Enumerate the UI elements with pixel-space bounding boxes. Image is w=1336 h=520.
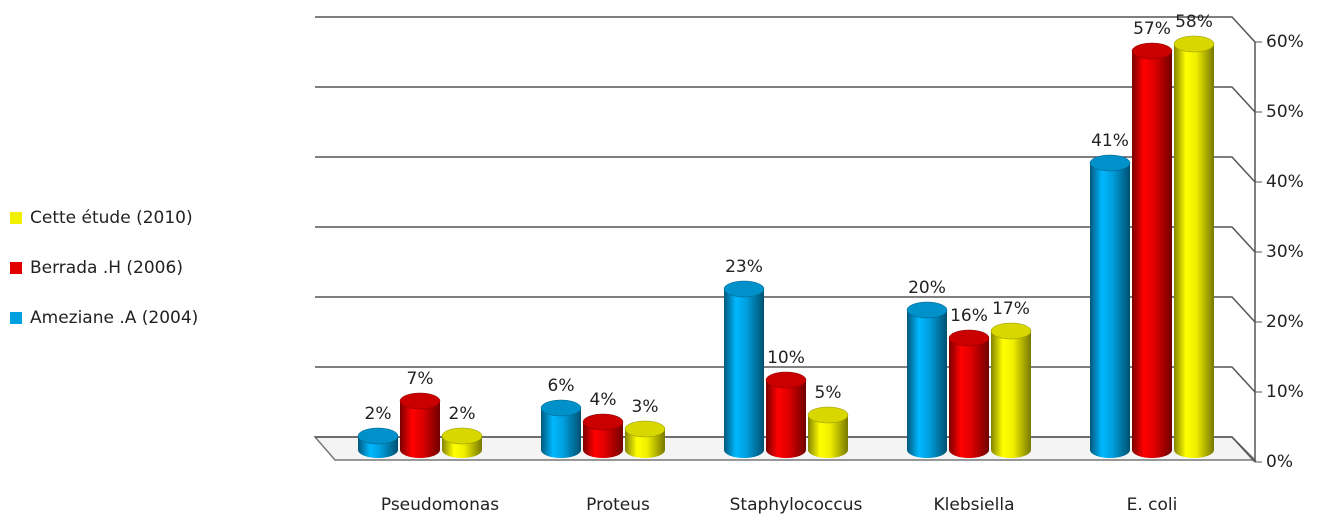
x-tick-label: Proteus	[586, 495, 650, 515]
bar	[1132, 51, 1172, 458]
bar-top	[1173, 35, 1215, 53]
y-tick-label: 40%	[1266, 172, 1304, 192]
bar	[400, 401, 440, 458]
bar	[907, 310, 947, 458]
legend-swatch	[10, 262, 22, 274]
bar-top	[441, 427, 483, 445]
data-label: 57%	[1133, 19, 1171, 39]
bar-top	[990, 322, 1032, 340]
data-label: 23%	[725, 257, 763, 277]
bar	[625, 429, 665, 458]
y-tick-label: 50%	[1266, 102, 1304, 122]
y-tick-label: 20%	[1266, 312, 1304, 332]
bar-top	[948, 329, 990, 347]
bar-top	[624, 420, 666, 438]
grid-line	[315, 156, 1256, 183]
bar-top	[723, 280, 765, 298]
data-label: 10%	[767, 348, 805, 368]
bar	[583, 422, 623, 458]
data-label: 17%	[992, 299, 1030, 319]
bar-top	[582, 413, 624, 431]
legend-swatch	[10, 312, 22, 324]
bar	[949, 338, 989, 458]
x-tick-label: Staphylococcus	[730, 495, 863, 515]
grid-line	[315, 226, 1256, 253]
legend-label: Cette étude (2010)	[30, 208, 193, 228]
data-label: 7%	[407, 369, 434, 389]
bar	[541, 408, 581, 458]
y-tick-label: 10%	[1266, 382, 1304, 402]
data-label: 2%	[365, 404, 392, 424]
bar-top	[1089, 154, 1131, 172]
data-label: 16%	[950, 306, 988, 326]
y-tick-label: 30%	[1266, 242, 1304, 262]
legend-swatch	[10, 212, 22, 224]
data-label: 3%	[632, 397, 659, 417]
bar-top	[906, 301, 948, 319]
y-tick-label: 60%	[1266, 32, 1304, 52]
legend-label: Berrada .H (2006)	[30, 258, 183, 278]
bar-top	[765, 371, 807, 389]
data-label: 5%	[815, 383, 842, 403]
data-label: 2%	[449, 404, 476, 424]
bar	[808, 415, 848, 458]
x-tick-label: Pseudomonas	[381, 495, 499, 515]
bar	[1174, 44, 1214, 458]
x-tick-label: E. coli	[1127, 495, 1178, 515]
x-tick-label: Klebsiella	[933, 495, 1014, 515]
legend-label: Ameziane .A (2004)	[30, 308, 198, 328]
bar	[991, 331, 1031, 458]
grid-line	[315, 296, 1256, 323]
bar	[1090, 163, 1130, 458]
bar	[724, 289, 764, 458]
bar-top	[1131, 42, 1173, 60]
bar-top	[357, 427, 399, 445]
bar	[766, 380, 806, 458]
grid-line	[315, 86, 1256, 113]
bar-top	[540, 399, 582, 417]
data-label: 58%	[1175, 12, 1213, 32]
bar-top	[399, 392, 441, 410]
data-label: 4%	[590, 390, 617, 410]
data-label: 20%	[908, 278, 946, 298]
y-tick-label: 0%	[1266, 452, 1293, 472]
data-label: 41%	[1091, 131, 1129, 151]
grid-line	[315, 16, 1256, 43]
grid-line	[315, 366, 1256, 393]
data-label: 6%	[548, 376, 575, 396]
bar-top	[807, 406, 849, 424]
